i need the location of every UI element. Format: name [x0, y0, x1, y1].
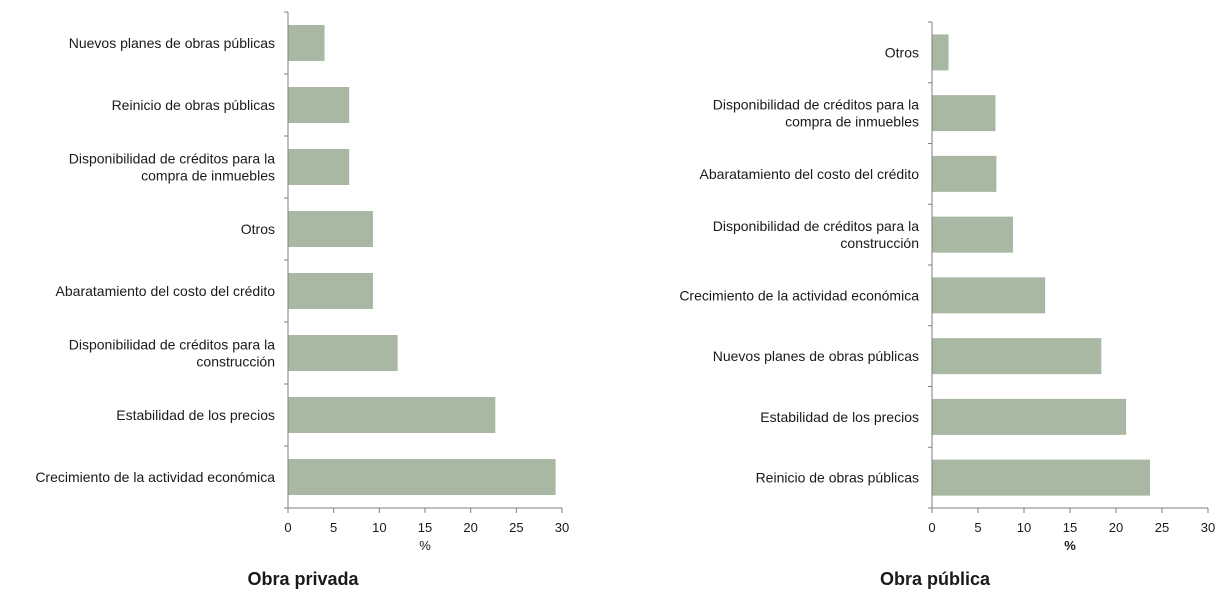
x-axis-title: % [1064, 538, 1076, 553]
bar [288, 25, 325, 61]
bar [288, 87, 350, 123]
x-tick-label: 20 [1109, 520, 1123, 535]
x-tick-label: 0 [928, 520, 935, 535]
x-tick-label: 5 [330, 520, 337, 535]
category-label: Crecimiento de la actividad económica [679, 287, 919, 303]
category-label: Nuevos planes de obras públicas [69, 35, 275, 51]
bar [288, 459, 556, 495]
x-tick-label: 5 [974, 520, 981, 535]
category-label: Estabilidad de los precios [116, 407, 275, 423]
x-tick-label: 10 [372, 520, 386, 535]
category-label: Otros [885, 44, 919, 60]
bar [288, 211, 373, 247]
bar [288, 273, 373, 309]
x-axis-title: % [419, 538, 431, 553]
category-label: Estabilidad de los precios [760, 409, 919, 425]
category-label: Disponibilidad de créditos para la constr… [69, 337, 275, 370]
category-label: Abaratamiento del costo del crédito [56, 283, 276, 299]
category-label: Abaratamiento del costo del crédito [700, 166, 920, 182]
category-label: Disponibilidad de créditos para la compra… [69, 151, 275, 184]
bar [932, 216, 1013, 253]
bar [288, 335, 398, 371]
category-label: Otros [241, 221, 275, 237]
category-label: Reinicio de obras públicas [112, 97, 275, 113]
bar [932, 459, 1151, 496]
bar [932, 34, 949, 71]
x-tick-label: 25 [1155, 520, 1169, 535]
x-tick-label: 20 [463, 520, 477, 535]
x-tick-label: 30 [1201, 520, 1215, 535]
bar [288, 397, 496, 433]
bar [932, 277, 1046, 314]
x-tick-label: 15 [1063, 520, 1077, 535]
x-tick-label: 30 [555, 520, 569, 535]
chart-title: Obra privada [247, 569, 359, 589]
chart-2: Otros Disponibilidad de créditos para la c… [679, 21, 1215, 589]
x-tick-label: 25 [509, 520, 523, 535]
category-label: Reinicio de obras públicas [756, 470, 919, 486]
category-label: Nuevos planes de obras públicas [713, 348, 919, 364]
chart-title: Obra pública [880, 569, 991, 589]
category-label: Crecimiento de la actividad económica [35, 469, 275, 485]
chart-1: Nuevos planes de obras públicas Reinicio … [35, 11, 569, 589]
x-tick-label: 15 [418, 520, 432, 535]
bar [932, 155, 997, 192]
x-tick-label: 10 [1017, 520, 1031, 535]
x-tick-label: 0 [284, 520, 291, 535]
bar [288, 149, 350, 185]
bar [932, 398, 1127, 435]
bar [932, 338, 1102, 375]
category-label: Disponibilidad de créditos para la compra… [713, 97, 919, 130]
category-label: Disponibilidad de créditos para la constr… [713, 218, 919, 251]
bar [932, 95, 996, 132]
